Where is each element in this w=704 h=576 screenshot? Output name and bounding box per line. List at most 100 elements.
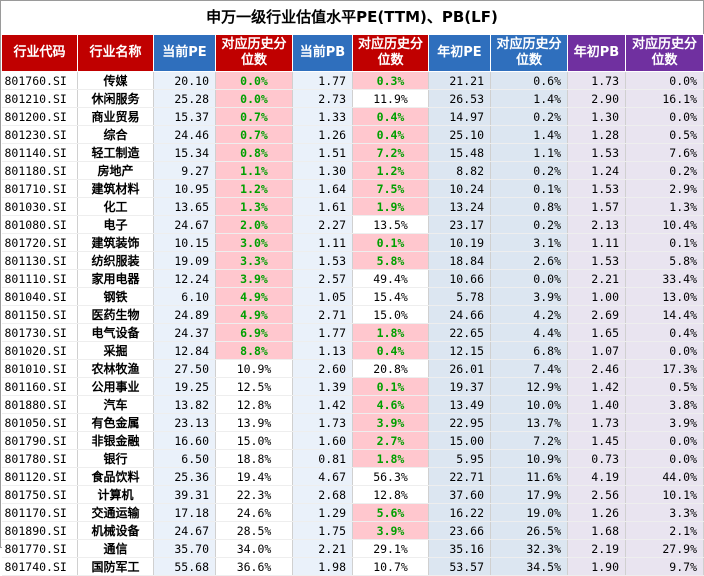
- current-pb-percentile-cell: 15.0%: [352, 305, 429, 324]
- current-pb-percentile-cell: 7.2%: [352, 143, 429, 162]
- year-start-pb-cell: 1.00: [567, 287, 626, 306]
- current-pe-percentile-cell: 12.5%: [215, 377, 293, 396]
- table-row: 801040.SI 钢铁 6.10 4.9% 1.05 15.4% 5.78 3.9% 1.00…: [1, 287, 704, 306]
- year-start-pb-percentile-cell: 17.3%: [625, 359, 704, 378]
- year-start-pb-percentile-cell: 2.9%: [625, 179, 704, 198]
- industry-name-cell: 化工: [77, 197, 154, 216]
- table-row: 801750.SI 计算机 39.31 22.3% 2.68 12.8% 37.60 17.9…: [1, 485, 704, 504]
- industry-name-cell: 机械设备: [77, 521, 154, 540]
- industry-code-cell: 801170.SI: [1, 503, 78, 522]
- industry-name-cell: 电气设备: [77, 323, 154, 342]
- current-pe-cell: 10.95: [153, 179, 216, 198]
- table-row: 801130.SI 纺织服装 19.09 3.3% 1.53 5.8% 18.84 2.6% 1…: [1, 251, 704, 270]
- industry-code-cell: 801710.SI: [1, 179, 78, 198]
- header-current-pe-percentile: 对应历史分位数: [215, 34, 293, 72]
- year-start-pb-percentile-cell: 10.4%: [625, 215, 704, 234]
- year-start-pb-percentile-cell: 5.8%: [625, 251, 704, 270]
- current-pe-cell: 55.68: [153, 557, 216, 576]
- current-pe-cell: 23.13: [153, 413, 216, 432]
- current-pe-percentile-cell: 34.0%: [215, 539, 293, 558]
- year-start-pb-percentile-cell: 0.0%: [625, 71, 704, 90]
- table-row: 801720.SI 建筑装饰 10.15 3.0% 1.11 0.1% 10.19 3.1% 1…: [1, 233, 704, 252]
- current-pe-percentile-cell: 0.0%: [215, 89, 293, 108]
- current-pe-cell: 10.15: [153, 233, 216, 252]
- table-row: 801150.SI 医药生物 24.89 4.9% 2.71 15.0% 24.66 4.2%…: [1, 305, 704, 324]
- header-year-start-pe-percentile: 对应历史分位数: [490, 34, 568, 72]
- current-pe-cell: 15.37: [153, 107, 216, 126]
- current-pb-cell: 1.26: [292, 125, 353, 144]
- industry-code-cell: 801790.SI: [1, 431, 78, 450]
- year-start-pe-percentile-cell: 3.9%: [490, 287, 568, 306]
- current-pe-percentile-cell: 13.9%: [215, 413, 293, 432]
- industry-name-cell: 建筑装饰: [77, 233, 154, 252]
- year-start-pb-cell: 4.19: [567, 467, 626, 486]
- year-start-pb-percentile-cell: 2.1%: [625, 521, 704, 540]
- table-row: 801780.SI 银行 6.50 18.8% 0.81 1.8% 5.95 10.9% 0.7…: [1, 449, 704, 468]
- year-start-pe-cell: 19.37: [428, 377, 491, 396]
- current-pb-percentile-cell: 56.3%: [352, 467, 429, 486]
- current-pe-cell: 19.25: [153, 377, 216, 396]
- year-start-pb-cell: 2.21: [567, 269, 626, 288]
- current-pb-percentile-cell: 3.9%: [352, 413, 429, 432]
- industry-code-cell: 801750.SI: [1, 485, 78, 504]
- current-pe-cell: 15.34: [153, 143, 216, 162]
- year-start-pb-percentile-cell: 9.7%: [625, 557, 704, 576]
- current-pe-percentile-cell: 36.6%: [215, 557, 293, 576]
- current-pb-percentile-cell: 5.8%: [352, 251, 429, 270]
- industry-code-cell: 801050.SI: [1, 413, 78, 432]
- table-row: 801210.SI 休闲服务 25.28 0.0% 2.73 11.9% 26.53 1.4%…: [1, 89, 704, 108]
- year-start-pe-percentile-cell: 11.6%: [490, 467, 568, 486]
- industry-name-cell: 传媒: [77, 71, 154, 90]
- table-row: 801030.SI 化工 13.65 1.3% 1.61 1.9% 13.24 0.8% 1.5…: [1, 197, 704, 216]
- year-start-pe-cell: 23.17: [428, 215, 491, 234]
- current-pb-percentile-cell: 49.4%: [352, 269, 429, 288]
- year-start-pe-cell: 23.66: [428, 521, 491, 540]
- current-pb-percentile-cell: 13.5%: [352, 215, 429, 234]
- year-start-pb-percentile-cell: 7.6%: [625, 143, 704, 162]
- year-start-pe-percentile-cell: 3.1%: [490, 233, 568, 252]
- current-pb-percentile-cell: 0.3%: [352, 71, 429, 90]
- current-pe-cell: 27.50: [153, 359, 216, 378]
- industry-name-cell: 建筑材料: [77, 179, 154, 198]
- table-body: 801760.SI 传媒 20.10 0.0% 1.77 0.3% 21.21 0.6% 1.7…: [1, 71, 704, 576]
- table-row: 801710.SI 建筑材料 10.95 1.2% 1.64 7.5% 10.24 0.1% 1…: [1, 179, 704, 198]
- year-start-pe-percentile-cell: 10.9%: [490, 449, 568, 468]
- year-start-pe-percentile-cell: 1.4%: [490, 125, 568, 144]
- industry-name-cell: 通信: [77, 539, 154, 558]
- table-row: 801180.SI 房地产 9.27 1.1% 1.30 1.2% 8.82 0.2% 1.24…: [1, 161, 704, 180]
- current-pe-cell: 16.60: [153, 431, 216, 450]
- industry-name-cell: 农林牧渔: [77, 359, 154, 378]
- year-start-pb-percentile-cell: 10.1%: [625, 485, 704, 504]
- industry-code-cell: 801080.SI: [1, 215, 78, 234]
- year-start-pe-cell: 16.22: [428, 503, 491, 522]
- table-row: 801770.SI 通信 35.70 34.0% 2.21 29.1% 35.16 32.3%…: [1, 539, 704, 558]
- year-start-pb-cell: 2.56: [567, 485, 626, 504]
- year-start-pb-percentile-cell: 33.4%: [625, 269, 704, 288]
- current-pb-percentile-cell: 1.2%: [352, 161, 429, 180]
- current-pe-percentile-cell: 3.3%: [215, 251, 293, 270]
- current-pb-percentile-cell: 11.9%: [352, 89, 429, 108]
- year-start-pb-cell: 1.53: [567, 251, 626, 270]
- year-start-pe-cell: 5.95: [428, 449, 491, 468]
- year-start-pe-cell: 15.00: [428, 431, 491, 450]
- year-start-pe-cell: 22.65: [428, 323, 491, 342]
- current-pe-percentile-cell: 6.9%: [215, 323, 293, 342]
- year-start-pb-percentile-cell: 0.4%: [625, 323, 704, 342]
- year-start-pe-percentile-cell: 7.4%: [490, 359, 568, 378]
- current-pb-cell: 1.51: [292, 143, 353, 162]
- valuation-table: 行业代码 行业名称 当前PE 对应历史分位数 当前PB 对应历史分位数 年初PE…: [1, 34, 704, 576]
- year-start-pe-percentile-cell: 19.0%: [490, 503, 568, 522]
- current-pe-percentile-cell: 2.0%: [215, 215, 293, 234]
- current-pe-percentile-cell: 1.1%: [215, 161, 293, 180]
- year-start-pb-cell: 1.11: [567, 233, 626, 252]
- year-start-pe-cell: 10.24: [428, 179, 491, 198]
- year-start-pb-percentile-cell: 0.2%: [625, 161, 704, 180]
- current-pe-cell: 35.70: [153, 539, 216, 558]
- current-pb-cell: 1.42: [292, 395, 353, 414]
- year-start-pe-cell: 21.21: [428, 71, 491, 90]
- current-pe-cell: 19.09: [153, 251, 216, 270]
- current-pb-cell: 1.30: [292, 161, 353, 180]
- year-start-pb-percentile-cell: 0.5%: [625, 377, 704, 396]
- industry-name-cell: 钢铁: [77, 287, 154, 306]
- year-start-pb-percentile-cell: 27.9%: [625, 539, 704, 558]
